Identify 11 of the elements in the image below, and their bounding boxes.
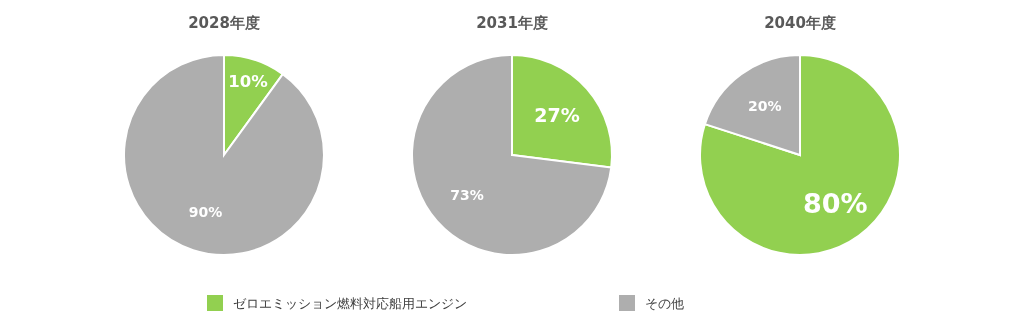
data-label: 73%: [450, 186, 484, 203]
data-label: 10%: [228, 71, 269, 91]
chart-title: 2028年度: [188, 14, 260, 32]
legend-label: ゼロエミッション燃料対応船用エンジン: [233, 296, 467, 311]
data-label: 90%: [188, 203, 223, 220]
chart-title: 2040年度: [764, 14, 836, 32]
chart-title: 2031年度: [476, 14, 548, 32]
legend-label: その他: [645, 296, 684, 311]
data-label: 20%: [747, 98, 782, 115]
data-label: 80%: [802, 187, 868, 219]
data-label: 27%: [534, 103, 580, 126]
